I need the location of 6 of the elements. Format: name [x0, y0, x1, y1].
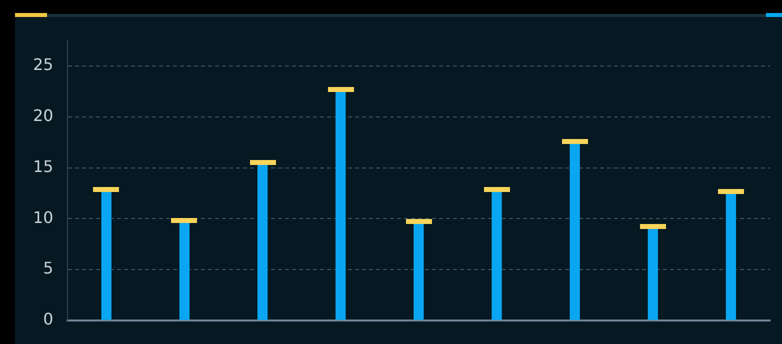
y-tick-label: 5: [43, 258, 54, 278]
y-tick-label: 15: [33, 156, 54, 176]
y-tick-label: 10: [33, 208, 54, 227]
y-tick-label: 20: [33, 106, 54, 126]
y-tick-label: 25: [33, 55, 54, 74]
y-tick-label: 0: [43, 310, 54, 329]
